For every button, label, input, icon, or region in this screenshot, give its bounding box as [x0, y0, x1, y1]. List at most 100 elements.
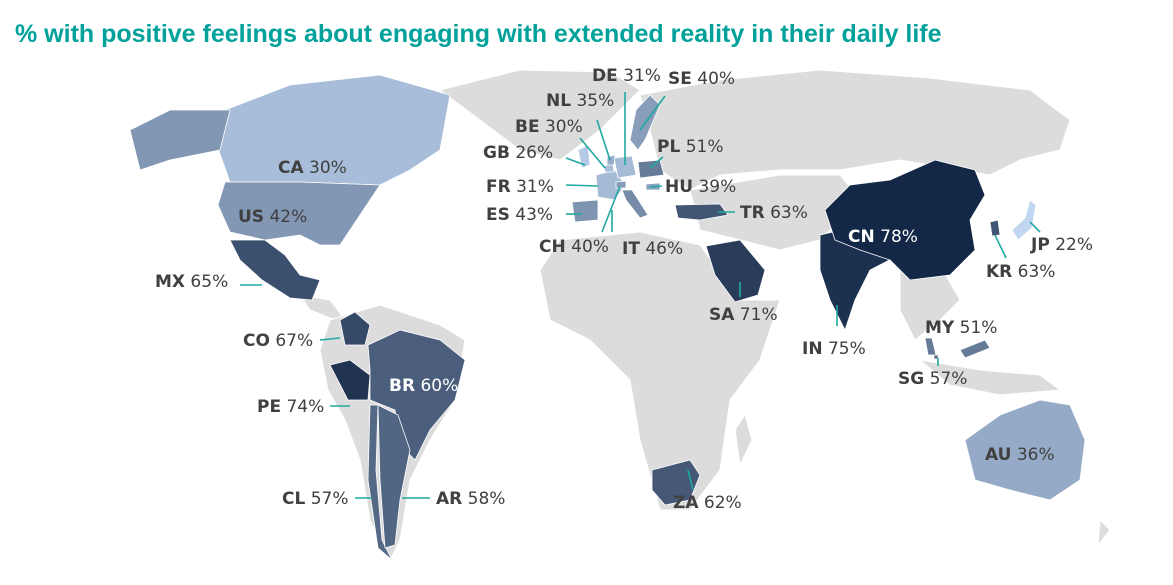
country-value: 62%: [698, 493, 741, 513]
country-label-AR: AR 58%: [436, 489, 505, 509]
country-value: 35%: [571, 91, 614, 111]
leader-line-BE: [579, 137, 606, 169]
country-label-GB: GB 26%: [483, 143, 553, 163]
country-value: 31%: [511, 177, 554, 197]
country-label-CN: CN 78%: [848, 227, 918, 247]
country-shape-PL: [637, 159, 665, 179]
country-value: 43%: [510, 205, 553, 225]
country-shape-CH: [615, 180, 627, 189]
country-value: 22%: [1050, 235, 1093, 255]
country-shape-KR: [989, 219, 1001, 237]
country-code: DE: [592, 66, 618, 86]
country-shape-CA: [214, 74, 451, 186]
country-shape-ES: [571, 199, 599, 223]
country-label-TR: TR 63%: [740, 203, 808, 223]
country-label-HU: HU 39%: [665, 177, 736, 197]
country-code: ZA: [673, 493, 699, 513]
country-code: MX: [155, 272, 185, 292]
country-shape-SA: [705, 239, 766, 303]
country-label-PL: PL 51%: [657, 137, 724, 157]
country-shape-CO: [339, 311, 371, 346]
leader-line-NL: [596, 119, 611, 161]
country-shape-AU: [964, 399, 1086, 501]
country-code: MY: [925, 318, 955, 338]
country-shape-AK: [129, 109, 231, 171]
country-label-US: US 42%: [238, 207, 307, 227]
country-code: US: [238, 207, 264, 227]
country-shape-CN: [824, 159, 986, 281]
country-code: IN: [802, 339, 823, 359]
country-code: CN: [848, 227, 875, 247]
country-value: 71%: [734, 305, 777, 325]
country-shape-IT: [621, 189, 649, 219]
country-label-CO: CO 67%: [243, 331, 313, 351]
leader-line-FR: [565, 184, 599, 187]
leader-line-SE: [639, 95, 666, 131]
country-label-KR: KR 63%: [986, 262, 1055, 282]
country-code: AR: [436, 489, 462, 509]
country-value: 40%: [692, 69, 735, 89]
country-code: BR: [389, 376, 415, 396]
country-shape-MX: [229, 239, 321, 301]
country-code: PE: [257, 397, 281, 417]
country-label-SE: SE 40%: [668, 69, 735, 89]
country-shape-AR: [377, 404, 411, 549]
country-label-MY: MY 51%: [925, 318, 997, 338]
country-value: 63%: [1012, 262, 1055, 282]
nz-shape: [1097, 518, 1111, 547]
country-code: NL: [546, 91, 571, 111]
country-value: 30%: [540, 117, 583, 137]
country-label-DE: DE 31%: [592, 66, 661, 86]
country-label-ES: ES 43%: [486, 205, 553, 225]
country-label-IT: IT 46%: [622, 239, 683, 259]
indonesia-shape: [918, 359, 1062, 396]
country-label-SG: SG 57%: [898, 369, 967, 389]
country-label-CH: CH 40%: [539, 237, 609, 257]
country-label-AU: AU 36%: [985, 445, 1055, 465]
country-code: SE: [668, 69, 692, 89]
leader-line-KR: [994, 234, 1007, 259]
country-code: KR: [986, 262, 1012, 282]
country-shape-BR: [367, 329, 466, 461]
country-value: 36%: [1011, 445, 1054, 465]
country-value: 78%: [875, 227, 918, 247]
country-code: CL: [282, 489, 305, 509]
country-code: SG: [898, 369, 924, 389]
leader-lines: [240, 92, 1041, 499]
country-labels: CA 30% US 42% MX 65% CO 67% PE 74% BR 60% CL 5…: [155, 66, 1093, 513]
country-value: 60%: [415, 376, 458, 396]
country-value: 40%: [566, 237, 609, 257]
country-label-JP: JP 22%: [1030, 235, 1093, 255]
country-code: PL: [657, 137, 680, 157]
leader-line-ZA: [687, 469, 694, 491]
country-value: 74%: [281, 397, 324, 417]
leader-line-JP: [1029, 221, 1041, 233]
country-value: 57%: [305, 489, 348, 509]
country-label-BR: BR 60%: [389, 376, 458, 396]
country-code: SA: [709, 305, 735, 325]
chart-title: % with positive feelings about engaging …: [15, 20, 942, 48]
country-value: 65%: [185, 272, 228, 292]
country-label-CA: CA 30%: [278, 158, 347, 178]
country-code: IT: [622, 239, 640, 259]
country-code: AU: [985, 445, 1011, 465]
country-code: CH: [539, 237, 566, 257]
country-value: 30%: [304, 158, 347, 178]
country-value: 63%: [765, 203, 808, 223]
country-code: ES: [486, 205, 510, 225]
country-shape-PE: [329, 359, 371, 401]
country-value: 75%: [823, 339, 866, 359]
country-label-BE: BE 30%: [515, 117, 583, 137]
country-code: TR: [740, 203, 765, 223]
country-value: 26%: [510, 143, 553, 163]
leader-line-PL: [649, 156, 664, 169]
country-shape-US: [217, 181, 381, 246]
country-code: FR: [486, 177, 511, 197]
country-label-IN: IN 75%: [802, 339, 866, 359]
country-value: 46%: [640, 239, 683, 259]
country-value: 39%: [693, 177, 736, 197]
country-label-PE: PE 74%: [257, 397, 324, 417]
country-code: HU: [665, 177, 693, 197]
country-shapes: [129, 74, 1086, 561]
